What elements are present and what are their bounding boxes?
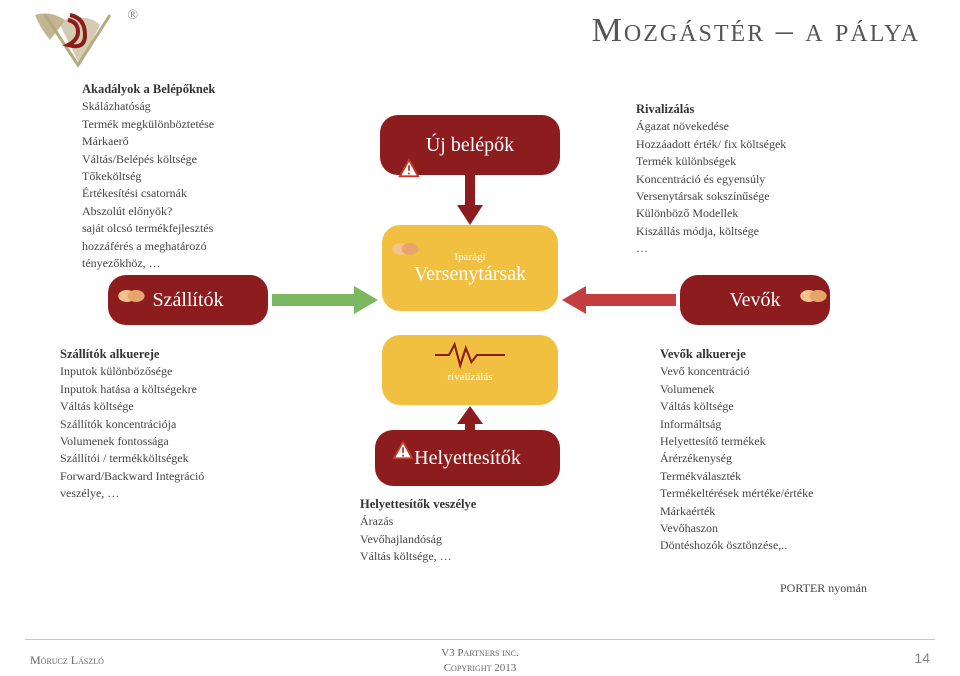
page-title: Mozgástér – a pálya [592, 12, 920, 50]
logo-svg [30, 10, 130, 80]
text-szall-head: Szállítók alkuereje [60, 347, 159, 361]
pulse-icon [435, 341, 505, 369]
text-akadalyok: Akadályok a Belépőknek Skálázhatóság Ter… [82, 80, 332, 272]
box-versenyt-small: Iparági [454, 251, 485, 263]
footer-copyright: Copyright 2013 [444, 662, 517, 674]
box-rivalizalas: rivalizálás [382, 335, 558, 405]
trademark-symbol: ® [127, 8, 138, 24]
text-akad-head: Akadályok a Belépőknek [82, 82, 215, 96]
text-rivalizalas: Rivalizálás Ágazat növekedése Hozzáadott… [636, 100, 916, 258]
text-porter-label: PORTER nyomán [780, 581, 867, 595]
text-vevok-lines: Vevő koncentráció Volumenek Váltás költs… [660, 364, 813, 552]
arrow-left-red-icon [562, 286, 676, 314]
box-uj-label: Új belépők [426, 134, 514, 157]
text-szall-lines: Inputok különbözősége Inputok hatása a k… [60, 364, 204, 500]
box-versenyt-main: Versenytársak [414, 263, 526, 285]
arrow-right-green-icon [272, 286, 378, 314]
text-porter: PORTER nyomán [780, 580, 867, 597]
text-vevok-alku: Vevők alkuereje Vevő koncentráció Volume… [660, 345, 930, 555]
warning-icon [398, 158, 420, 180]
warning-icon [392, 440, 414, 462]
text-riv-head: Rivalizálás [636, 102, 694, 116]
text-hely-head: Helyettesítők veszélye [360, 497, 476, 511]
footer-center: V3 Partners inc. Copyright 2013 [0, 646, 960, 675]
arrow-up-icon [455, 406, 485, 430]
footer-divider [25, 639, 935, 640]
box-vevok-label: Vevők [729, 289, 780, 312]
box-szall-label: Szállítók [152, 289, 223, 312]
footer-company: V3 Partners inc. [441, 647, 519, 659]
text-hely-lines: Árazás Vevőhajlandóság Váltás költsége, … [360, 514, 452, 563]
handshake-icon [388, 236, 422, 262]
arrow-down-icon [455, 175, 485, 225]
handshake-icon [114, 283, 148, 309]
box-rival-label: rivalizálás [447, 371, 492, 383]
footer: Mórucz László V3 Partners inc. Copyright… [0, 653, 960, 668]
text-helyettesitok: Helyettesítők veszélye Árazás Vevőhajlan… [360, 495, 600, 566]
box-hely-label: Helyettesítők [414, 447, 521, 470]
page-number: 14 [914, 650, 930, 666]
text-szallitok-alku: Szállítók alkuereje Inputok különbözőség… [60, 345, 320, 503]
logo: ® [30, 10, 130, 80]
text-akad-lines: Skálázhatóság Termék megkülönböztetése M… [82, 99, 214, 270]
handshake-icon [796, 283, 830, 309]
text-riv-lines: Ágazat növekedése Hozzáadott érték/ fix … [636, 119, 786, 255]
text-vevok-head: Vevők alkuereje [660, 347, 746, 361]
